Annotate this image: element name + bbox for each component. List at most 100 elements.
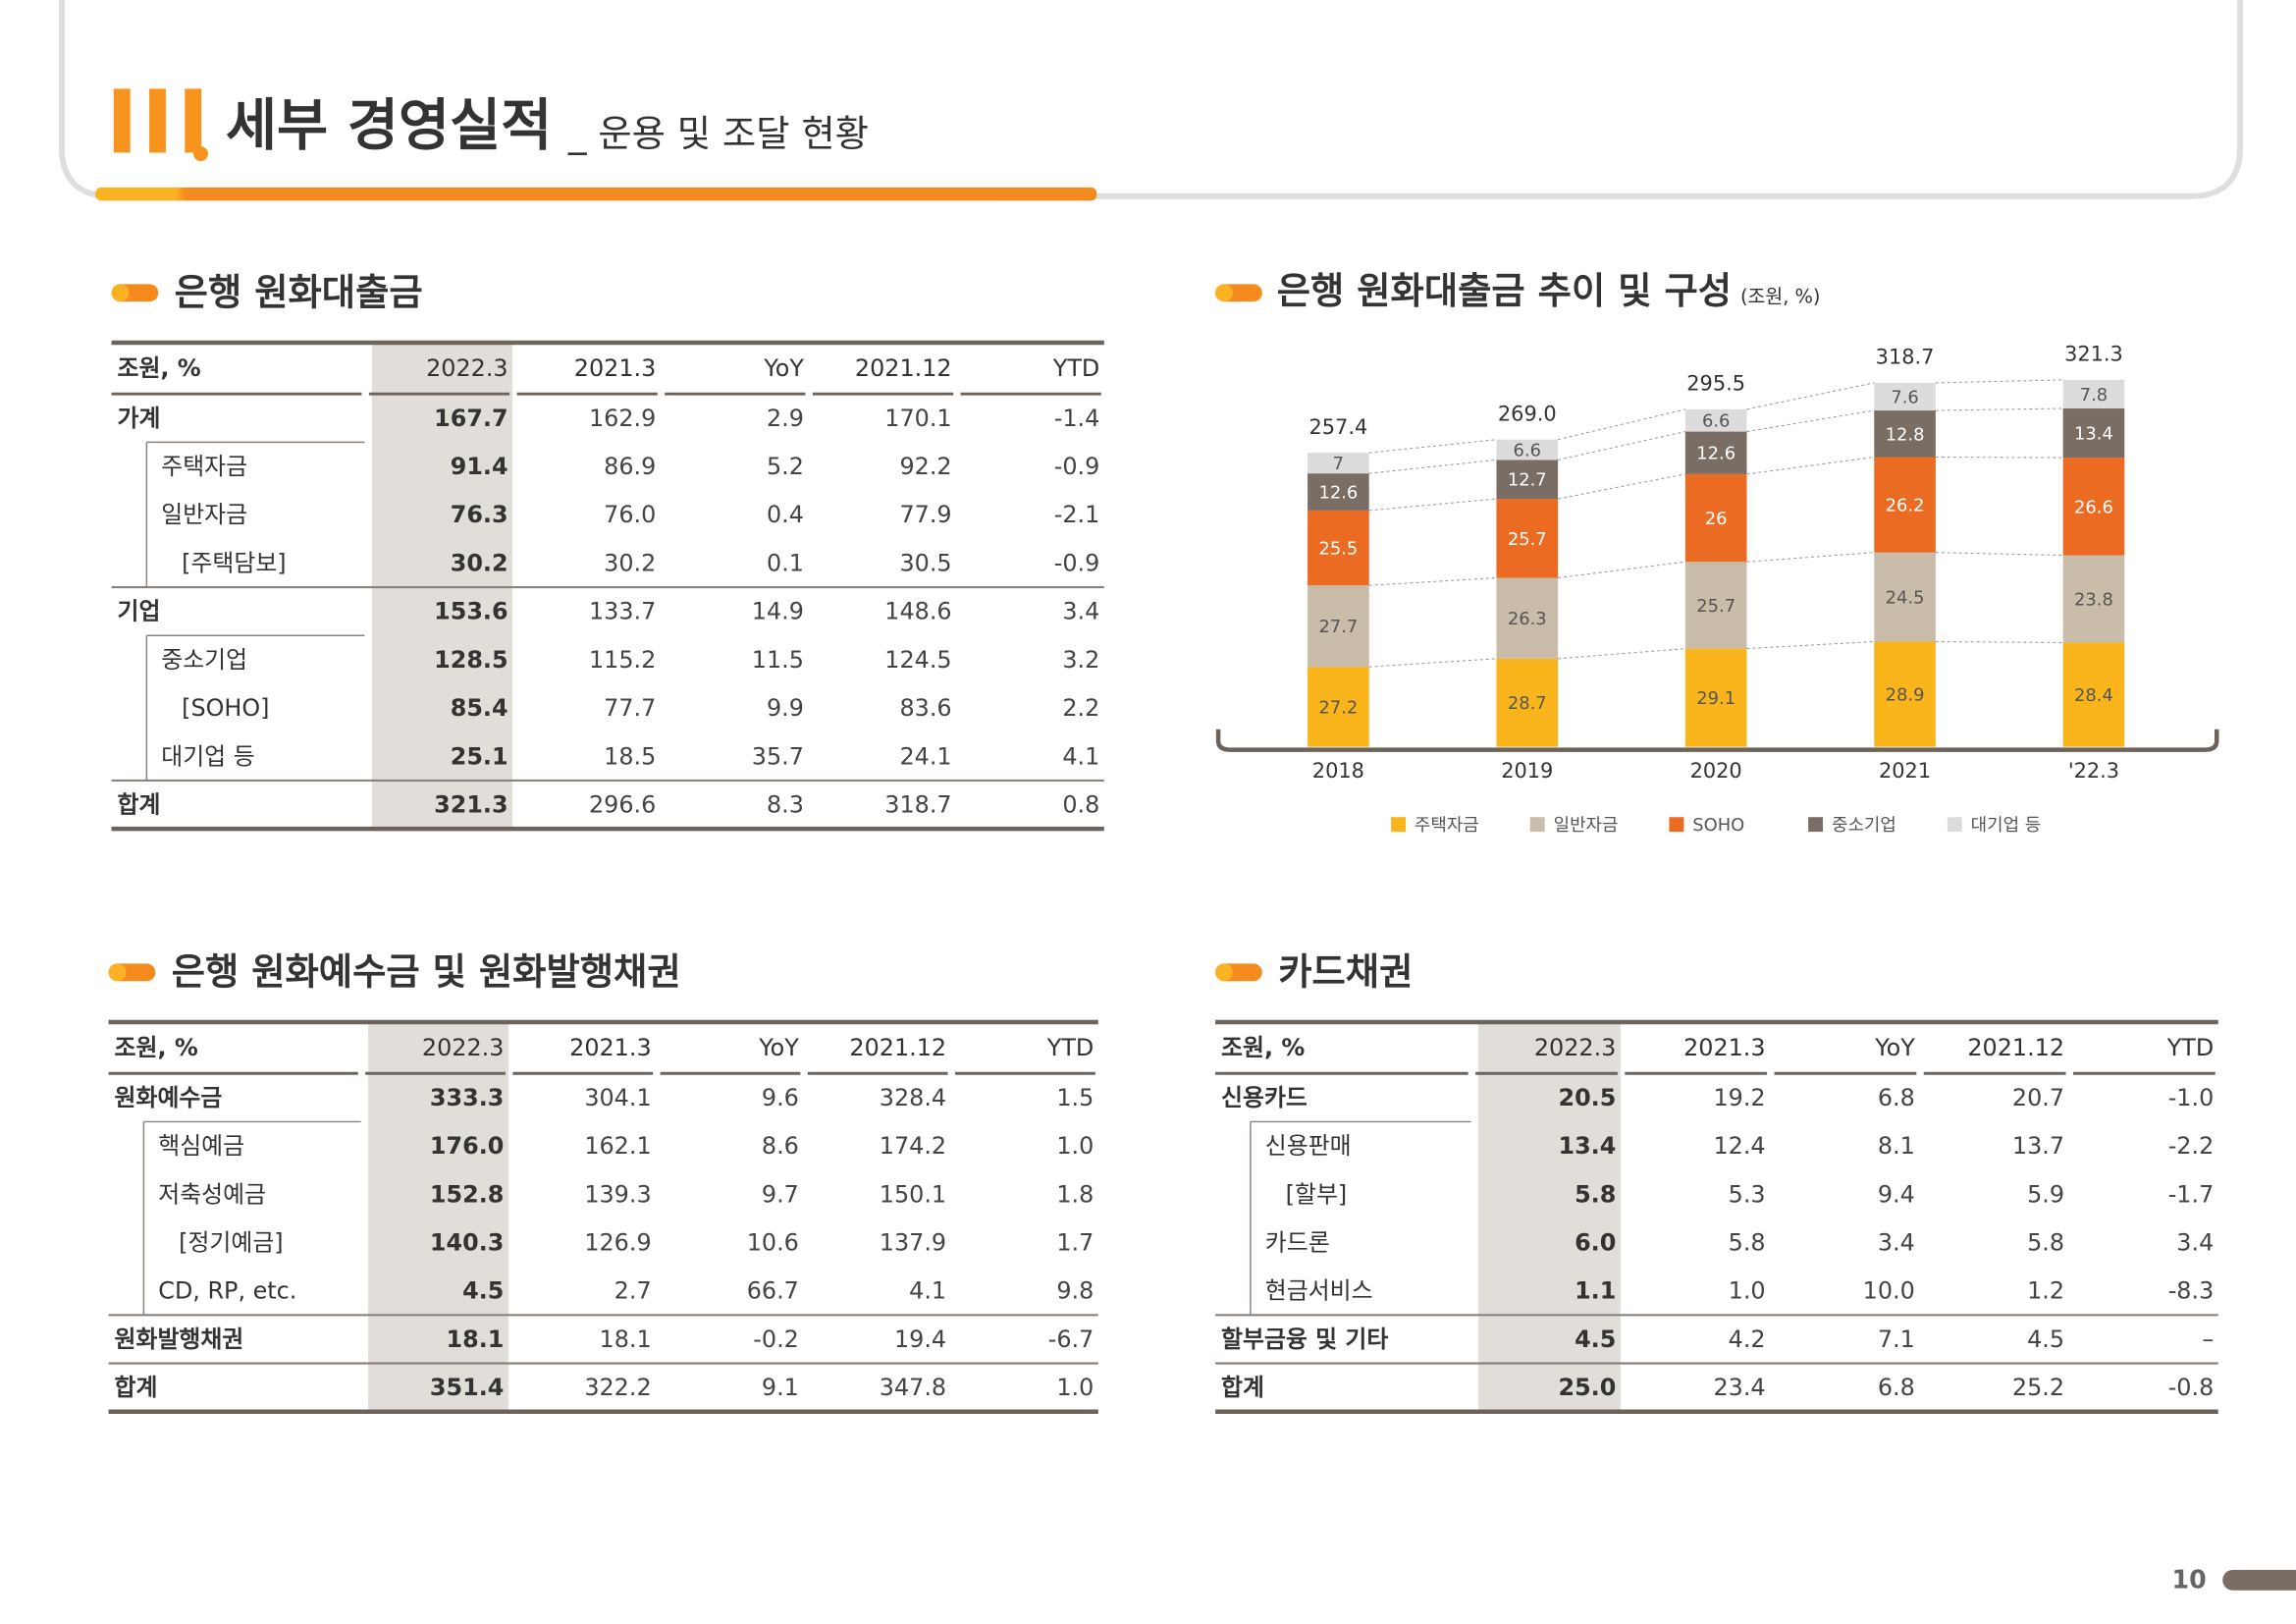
cell-value: -1.4 [1054, 405, 1100, 432]
category-label: 2021 [1879, 759, 1931, 783]
column-header: 2022.3 [422, 1034, 505, 1061]
connector-line [1746, 456, 1875, 475]
cell-value: 124.5 [884, 646, 951, 674]
page-title: 세부 경영실적 [226, 93, 552, 158]
segment-label: 25.5 [1318, 539, 1358, 560]
title-icon-accent [111, 284, 130, 302]
title-icon-accent [108, 963, 127, 982]
cell-value: -0.9 [1054, 453, 1100, 480]
connector-line [1935, 640, 2063, 644]
cell-value: 4.1 [909, 1277, 946, 1305]
bar-segment [2062, 642, 2125, 747]
legend-swatch [1529, 817, 1545, 833]
cell-value: 24.1 [899, 742, 951, 770]
connector-line [1558, 473, 1685, 500]
cell-value: 6.0 [1575, 1228, 1616, 1256]
row-label: 현금서비스 [1265, 1277, 1373, 1305]
row-label: [할부] [1286, 1180, 1348, 1208]
cell-value: 76.3 [451, 501, 508, 528]
cell-value: 8.6 [762, 1132, 799, 1160]
row-label: 중소기업 [161, 646, 247, 674]
segment-label: 26.6 [2074, 497, 2113, 517]
cell-value: 322.2 [584, 1374, 651, 1401]
cell-value: -1.7 [2168, 1180, 2215, 1208]
cell-value: 19.4 [894, 1326, 946, 1353]
cell-value: 328.4 [880, 1084, 946, 1111]
cell-value: 6.8 [1878, 1374, 1915, 1401]
page-subtitle: _ 운용 및 조달 현황 [567, 112, 869, 155]
cell-value: 4.5 [2027, 1326, 2064, 1353]
legend-label: 주택자금 [1415, 815, 1479, 836]
legend-label: 일반자금 [1554, 815, 1619, 836]
row-label: [정기예금] [179, 1228, 283, 1256]
bar-segment [1308, 667, 1369, 747]
segment-label: 24.5 [1886, 588, 1925, 609]
cell-value: 77.7 [604, 694, 656, 722]
column-header: 2022.3 [426, 354, 507, 382]
cell-value: 167.7 [434, 405, 507, 432]
cell-value: -8.3 [2168, 1277, 2215, 1305]
segment-label: 6.6 [1702, 411, 1730, 432]
column-header: 2021.12 [849, 1034, 946, 1061]
cell-value: 176.0 [430, 1132, 504, 1160]
segment-label: 7.8 [2080, 385, 2108, 406]
cell-value: 5.3 [1729, 1180, 1766, 1208]
cell-value: 347.8 [880, 1374, 946, 1401]
cell-value: 18.1 [600, 1326, 652, 1353]
connector-line [1935, 456, 2063, 459]
row-label: 신용카드 [1221, 1084, 1308, 1111]
chart-title: 은행 원화대출금 추이 및 구성 [1277, 269, 1732, 312]
connector-line [1368, 658, 1497, 668]
bar-segment [1874, 641, 1936, 747]
connector-line [1746, 640, 1875, 650]
category-label: 2019 [1501, 759, 1553, 783]
legend-swatch [1808, 817, 1824, 833]
legend-swatch [1669, 817, 1684, 833]
cell-value: 9.9 [767, 694, 804, 722]
segment-label: 27.2 [1318, 697, 1358, 718]
bar-segment [2062, 408, 2125, 459]
cell-value: 20.7 [2012, 1084, 2064, 1111]
connector-line [1746, 409, 1875, 433]
row-label: 저축성예금 [158, 1180, 266, 1208]
cell-value: 91.4 [451, 453, 508, 480]
segment-label: 6.6 [1514, 441, 1541, 461]
segment-label: 25.7 [1696, 596, 1735, 617]
connector-line [1368, 439, 1497, 454]
row-label: 가계 [118, 405, 161, 432]
chart-baseline [1215, 729, 2219, 752]
bar-segment [1308, 473, 1369, 511]
total-label: 269.0 [1498, 402, 1557, 425]
cell-value: 5.8 [1575, 1180, 1616, 1208]
cell-value: 333.3 [430, 1084, 504, 1111]
cell-value: 86.9 [604, 453, 656, 480]
bar-segment [2062, 555, 2125, 643]
bar-segment [1874, 410, 1936, 458]
row-label: 카드론 [1265, 1228, 1330, 1256]
row-label: [주택담보] [182, 549, 286, 576]
cell-value: 3.4 [1062, 598, 1099, 625]
cell-value: 18.5 [604, 742, 656, 770]
cell-value: 76.0 [604, 501, 656, 528]
segment-label: 13.4 [2074, 424, 2113, 445]
row-label: 할부금융 및 기타 [1221, 1326, 1388, 1353]
bar-segment [1308, 453, 1369, 474]
category-label: '22.3 [2068, 759, 2119, 783]
cell-value: 1.5 [1056, 1084, 1094, 1111]
cell-value: 0.8 [1062, 791, 1099, 819]
segment-label: 26 [1705, 509, 1728, 529]
connector-line [1557, 431, 1685, 460]
cell-value: 139.3 [584, 1180, 651, 1208]
cell-value: 5.8 [1729, 1228, 1766, 1256]
title-icon-accent [1215, 963, 1234, 982]
connector-line [1935, 407, 2063, 411]
cell-value: 12.4 [1713, 1132, 1765, 1160]
cell-value: 148.6 [884, 598, 951, 625]
cell-value: 1.0 [1729, 1277, 1766, 1305]
row-label: CD, RP, etc. [158, 1277, 296, 1305]
segment-label: 27.7 [1318, 617, 1358, 637]
connector-line [1368, 576, 1497, 586]
bar-segment [1308, 510, 1369, 586]
cell-value: 14.9 [752, 598, 804, 625]
